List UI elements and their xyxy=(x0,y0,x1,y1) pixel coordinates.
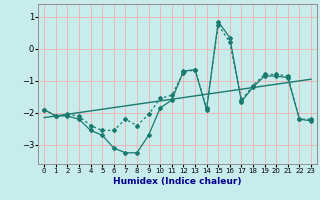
X-axis label: Humidex (Indice chaleur): Humidex (Indice chaleur) xyxy=(113,177,242,186)
